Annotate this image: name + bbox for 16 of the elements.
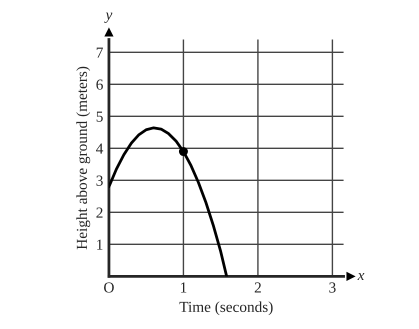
y-tick-label: 1 — [97, 240, 102, 250]
y-tick-label: 7 — [96, 48, 103, 58]
x-axis-title: Time (seconds) — [180, 301, 273, 316]
x-tick-label: 2 — [254, 282, 261, 293]
text: y — [104, 12, 112, 23]
x-tick-label: 1 — [180, 282, 186, 293]
y-tick-label: 2 — [96, 208, 103, 218]
x-tick-label: O — [104, 282, 114, 293]
text: x — [357, 273, 364, 280]
y-tick-label: 5 — [96, 112, 103, 122]
x-tick-label: 3 — [329, 282, 336, 293]
line-series — [108, 126, 228, 276]
y-tick-label: 6 — [96, 79, 103, 90]
y-axis-title: Height above ground (meters) — [76, 66, 90, 250]
y-tick-label: 3 — [96, 176, 103, 186]
y-tick-label: 4 — [96, 144, 104, 154]
